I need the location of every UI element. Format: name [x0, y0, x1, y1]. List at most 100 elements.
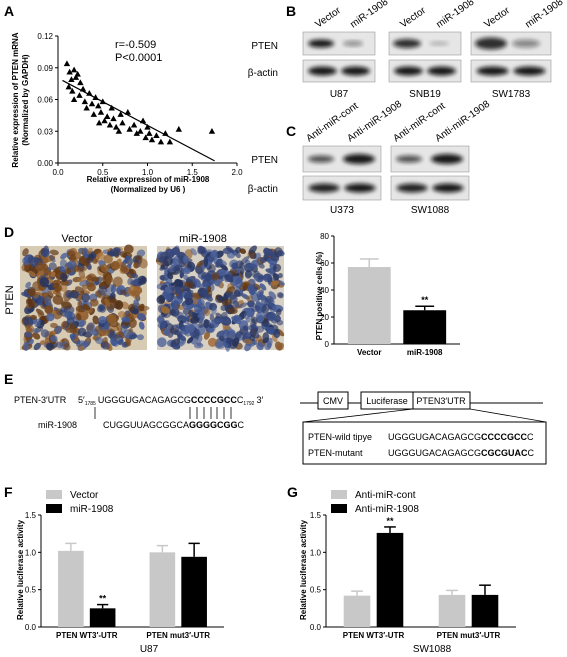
brown-stained-cell: [125, 338, 131, 347]
blue-nucleus: [30, 257, 40, 268]
brown-stained-cell: [211, 272, 220, 281]
brown-stained-cell: [91, 276, 100, 282]
blot-strip: [389, 60, 461, 82]
correlation-r: r=-0.509: [115, 39, 156, 51]
data-point: [166, 138, 174, 145]
category-label: PTEN mut3′-UTR: [437, 631, 501, 640]
y-tick-label: 0.12: [37, 32, 53, 41]
brown-stained-cell: [138, 305, 145, 312]
protein-band: [512, 39, 540, 48]
legend-label: Vector: [70, 490, 99, 501]
y-tick-label: 0.5: [310, 586, 322, 595]
lane-label: miR-1908: [434, 0, 476, 30]
legend-swatch: [331, 490, 347, 499]
pten3utr-box: [412, 391, 471, 410]
brown-stained-cell: [64, 267, 71, 275]
blue-nucleus: [190, 316, 200, 324]
y-tick-label: 60: [320, 259, 329, 268]
panel-label-g: G: [287, 484, 298, 500]
bar: [438, 594, 466, 627]
blue-nucleus: [165, 248, 175, 259]
blue-nucleus: [188, 309, 194, 318]
bar: [181, 556, 207, 627]
data-point: [208, 128, 216, 134]
brown-stained-cell: [232, 269, 239, 275]
blue-nucleus: [64, 310, 73, 319]
brown-stained-cell: [102, 294, 110, 300]
brown-stained-cell: [47, 291, 54, 299]
blue-nucleus: [276, 292, 283, 298]
blot-border: [470, 31, 552, 56]
blue-nucleus: [257, 275, 264, 281]
brown-stained-cell: [41, 255, 49, 264]
blue-nucleus: [181, 267, 191, 275]
data-point: [101, 117, 108, 124]
brown-stained-cell: [114, 300, 124, 310]
blue-nucleus: [164, 287, 173, 294]
blue-nucleus: [209, 313, 215, 322]
data-point: [112, 123, 120, 130]
blue-nucleus: [225, 245, 235, 254]
utr-sequence: 5′1785 UGGGUGACAGAGCGCCCCGCCC1792 3′: [78, 395, 263, 407]
correlation-p: P<0.0001: [115, 52, 162, 64]
blot-border: [302, 31, 376, 56]
data-point: [119, 119, 126, 126]
blot-b-row-pten: PTEN: [251, 41, 278, 52]
data-point: [76, 92, 83, 98]
blue-nucleus: [272, 263, 282, 273]
blue-nucleus: [186, 336, 194, 344]
brown-stained-cell: [72, 265, 81, 273]
y-tick-label: 0.09: [37, 64, 53, 73]
blue-nucleus: [232, 300, 240, 309]
x-tick-label: 1.5: [187, 168, 199, 177]
blot-c-row-pten: PTEN: [251, 155, 278, 166]
protein-band: [475, 37, 507, 50]
mir-label: miR-1908: [38, 420, 77, 430]
blue-nucleus: [197, 246, 207, 255]
blue-nucleus: [244, 270, 252, 279]
mir-seq-end: C: [238, 420, 245, 430]
data-point: [104, 113, 111, 119]
cell-line-label: SNB19: [409, 89, 441, 100]
blue-nucleus: [45, 342, 54, 351]
brown-stained-cell: [41, 263, 49, 271]
blue-nucleus: [59, 259, 68, 269]
blue-nucleus: [173, 264, 183, 272]
y-tick-label: 40: [320, 286, 329, 295]
blue-nucleus: [217, 268, 228, 277]
data-point: [95, 102, 102, 109]
significance-mark: **: [386, 516, 394, 526]
panel-f-bar-chart: Relative luciferase activity U87 0.0 0.5 1…: [16, 490, 224, 655]
panel-label-d: D: [4, 224, 14, 240]
blue-nucleus: [210, 319, 220, 328]
brown-stained-cell: [77, 300, 83, 308]
protein-band: [513, 66, 546, 76]
bar: [58, 550, 84, 627]
brown-stained-cell: [239, 248, 247, 254]
blue-nucleus: [97, 285, 108, 296]
ihc-cells-vector: [21, 244, 150, 352]
utr-seq-bold: CCCCGCC: [191, 395, 237, 405]
utr-3prime: 3′: [256, 395, 263, 405]
brown-stained-cell: [196, 260, 204, 268]
blue-nucleus: [60, 252, 68, 260]
lane-label: Vector: [313, 5, 343, 31]
blue-nucleus: [165, 293, 172, 302]
y-tick-label: 80: [320, 232, 329, 241]
blot-border: [302, 59, 376, 83]
legend-swatch: [46, 504, 62, 513]
data-point: [175, 125, 183, 132]
zoom-line-left: [302, 408, 414, 423]
protein-band: [343, 154, 375, 164]
data-point: [74, 70, 81, 77]
blue-nucleus: [268, 313, 277, 321]
mir-seq-plain: CUGGUUAGCGGCA: [103, 420, 189, 430]
blue-nucleus: [259, 283, 267, 291]
data-point: [65, 83, 72, 90]
data-point: [144, 123, 151, 130]
blue-nucleus: [128, 333, 138, 340]
blue-nucleus: [224, 275, 233, 283]
brown-stained-cell: [85, 256, 92, 264]
x-axis-label: Relative expression of miR-1908: [87, 175, 210, 184]
protein-band: [431, 154, 463, 164]
